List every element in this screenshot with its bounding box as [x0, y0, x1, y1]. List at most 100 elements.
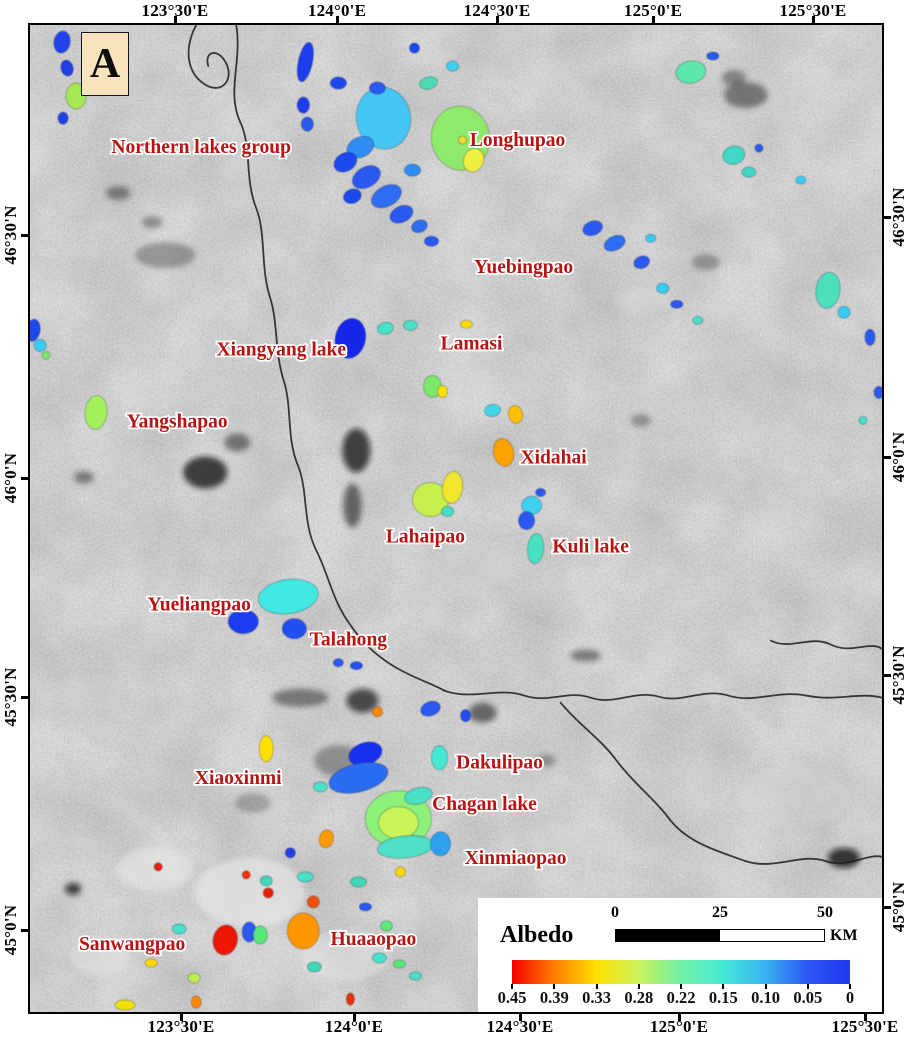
legend-title: Albedo: [500, 922, 574, 948]
lake-polygon: [171, 923, 187, 935]
lake-polygon: [403, 319, 418, 331]
dark-patch: [183, 456, 228, 489]
lake-name-label: Xidahai: [521, 447, 588, 468]
river-line: [233, 25, 446, 692]
scalebar-number: 0: [611, 904, 619, 921]
axis-label-left: 45°0'N: [1, 904, 20, 956]
light-patch: [70, 935, 131, 976]
dark-patch: [570, 649, 601, 662]
lake-name-label: Huaaopao: [331, 929, 417, 950]
lake-polygon: [378, 806, 419, 840]
bright-saline-patches: [58, 138, 851, 981]
lake-polygon: [284, 847, 296, 859]
satellite-basemap: Northern lakes group Longhupao Yuebingpao X…: [30, 25, 882, 1012]
lake-polygon: [670, 299, 684, 309]
lake-polygon: [358, 902, 372, 912]
colorbar-value: 0.39: [539, 988, 569, 1007]
lake-polygons: [30, 30, 882, 1011]
lake-polygon: [187, 972, 201, 984]
dark-patch: [535, 754, 556, 767]
lake-polygon: [706, 51, 720, 61]
lake-polygon: [873, 385, 882, 399]
axis-label-left: 46°30'N: [1, 205, 20, 265]
lake-polygon: [419, 76, 438, 90]
axis-tick-right: [884, 674, 891, 677]
colorbar-tick: [553, 984, 556, 989]
lake-polygon: [286, 912, 320, 950]
lake-polygon: [424, 235, 439, 247]
axis-tick-right: [884, 456, 891, 459]
axis-label-top: 124°30'E: [463, 1, 531, 20]
lake-name-labels: Northern lakes group Longhupao Yuebingpao X…: [77, 128, 631, 956]
dark-patch: [65, 882, 82, 895]
axis-tick-left: [21, 234, 28, 237]
colorbar-tick: [722, 984, 725, 989]
lake-polygon: [404, 163, 421, 177]
colorbar-tick: [806, 984, 809, 989]
lake-name-label: Chagan lake: [432, 794, 537, 815]
lake-polygon: [296, 42, 314, 83]
lake-polygon: [420, 700, 441, 717]
lake-name-label: Yueliangpao: [147, 595, 251, 616]
lake-polygon: [372, 952, 387, 964]
lake-polygon: [296, 871, 314, 883]
lake-polygon: [352, 165, 381, 190]
lake-polygon: [535, 488, 547, 497]
light-patch: [58, 674, 123, 711]
axis-label-right: 46°0'N: [889, 431, 908, 483]
lake-polygon: [409, 971, 422, 981]
dark-patch: [342, 428, 371, 473]
lake-polygon: [306, 895, 320, 909]
lake-polygon: [462, 147, 485, 173]
lake-polygon: [371, 184, 402, 209]
lake-polygon: [30, 318, 41, 342]
colorbar-value: 0.05: [793, 988, 823, 1007]
lake-polygon: [241, 870, 251, 880]
colorbar-value: 0.33: [582, 988, 611, 1007]
lake-name-label: Talahong: [310, 630, 388, 651]
lake-polygon: [281, 618, 307, 640]
axis-tick-top: [496, 16, 499, 23]
lake-polygon: [349, 661, 363, 671]
lake-name-label: Longhupao: [470, 130, 566, 151]
lake-name-label: Lahaipao: [386, 527, 465, 548]
scalebar-unit: KM: [830, 927, 858, 944]
lake-name-label: Xinmiaopao: [465, 848, 567, 869]
lake-polygon: [815, 271, 841, 309]
dark-patch: [106, 186, 131, 201]
lake-polygon: [60, 59, 74, 77]
lake-polygon: [57, 111, 69, 125]
axis-tick-left: [21, 477, 28, 480]
river-line: [187, 25, 230, 89]
axis-tick-bottom: [353, 1014, 356, 1021]
lake-polygon: [722, 145, 746, 165]
lake-polygon: [441, 471, 464, 504]
albedo-colorbar: [512, 960, 850, 984]
lake-polygon: [837, 305, 851, 319]
axis-label-right: 46°30'N: [889, 187, 908, 247]
dark-patch: [346, 688, 379, 713]
dark-patch: [630, 414, 651, 427]
lake-polygon: [492, 438, 515, 467]
axis-tick-right: [884, 906, 891, 909]
light-patch: [525, 823, 586, 854]
axis-tick-bottom: [519, 1014, 522, 1021]
dark-patch: [691, 254, 720, 271]
lake-polygon: [437, 384, 448, 398]
lake-polygon: [389, 204, 414, 224]
lake-name-label: Lamasi: [441, 333, 503, 354]
axis-label-bottom: 124°0'E: [324, 1017, 384, 1036]
lake-polygon: [41, 350, 51, 360]
lake-polygon: [227, 609, 259, 635]
lake-polygon: [754, 143, 764, 153]
dark-patch: [468, 702, 497, 723]
lake-polygon: [190, 995, 202, 1009]
dark-patch: [224, 433, 251, 452]
lake-polygon: [252, 925, 268, 945]
axis-tick-bottom: [180, 1014, 183, 1021]
colorbar-tick: [595, 984, 598, 989]
dark-patch: [74, 471, 95, 484]
lake-polygon: [114, 999, 136, 1011]
colorbar-value: 0: [845, 988, 855, 1007]
axis-tick-top: [174, 16, 177, 23]
